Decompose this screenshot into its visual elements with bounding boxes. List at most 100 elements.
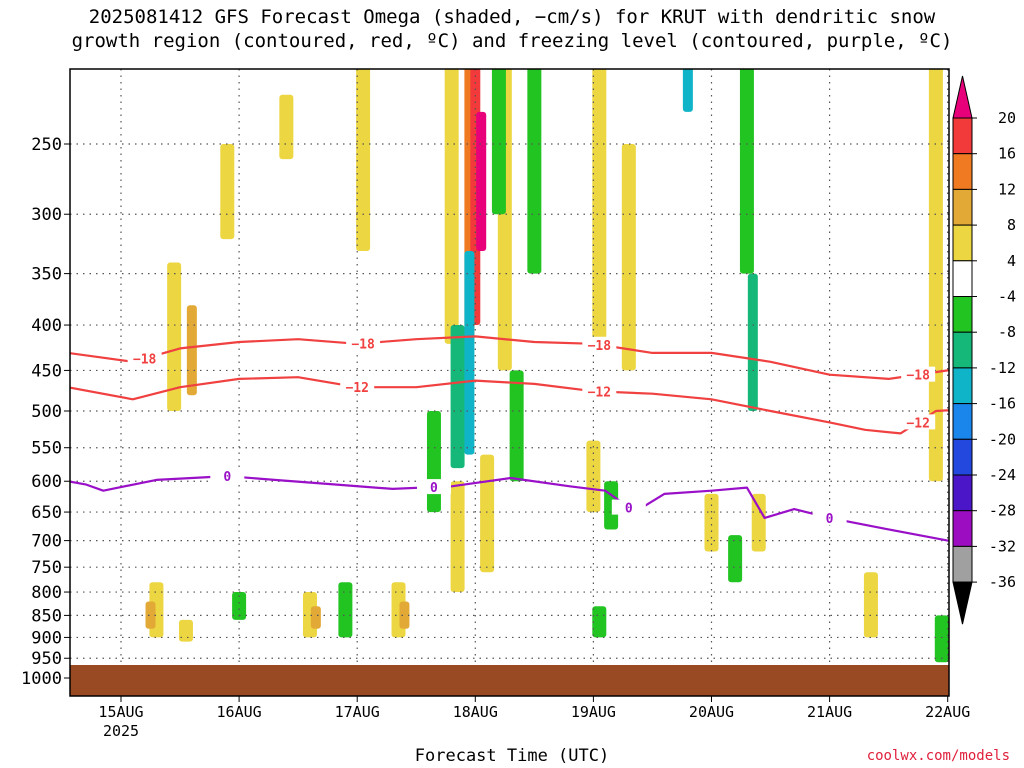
omega-region-24 — [863, 572, 878, 638]
omega-region-28 — [996, 58, 1006, 274]
omega-region-15 — [476, 111, 487, 251]
contour-label-bg-0-1 — [346, 335, 381, 351]
x-tick-label-17AUG: 17AUG — [335, 703, 380, 721]
y-tick-label-750: 750 — [31, 558, 62, 578]
omega-region-29 — [232, 592, 247, 620]
omega-region-42 — [934, 615, 949, 663]
contour-label-0-3: −18 — [906, 369, 930, 384]
y-tick-label-700: 700 — [31, 532, 62, 552]
y-tick-label-450: 450 — [31, 361, 62, 381]
contour-label-bg-0-2 — [582, 336, 617, 352]
y-tick-label-900: 900 — [31, 628, 62, 648]
y-tick-label-950: 950 — [31, 649, 62, 669]
omega-region-30 — [338, 582, 353, 638]
x-tick-label-15AUG: 15AUG — [98, 703, 143, 721]
x-tick-label-19AUG: 19AUG — [571, 703, 616, 721]
contour-label-0-0: −18 — [133, 352, 157, 367]
y-tick-label-400: 400 — [31, 316, 62, 336]
omega-region-40 — [747, 273, 758, 411]
colorbar-label-12: -32 — [989, 537, 1016, 555]
contour-label-bg-0-3 — [901, 366, 936, 382]
omega-region-3 — [145, 601, 156, 629]
x-tick-label-22AUG: 22AUG — [925, 703, 970, 721]
omega-region-31 — [426, 411, 441, 513]
colorbar-bottom-arrow — [952, 581, 973, 625]
omega-region-4 — [178, 619, 193, 642]
omega-region-17 — [450, 481, 465, 593]
colorbar-label-11: -28 — [989, 502, 1016, 520]
colorbar-segment-11 — [952, 474, 973, 512]
contour-label-2-1: 0 — [430, 481, 438, 496]
colorbar-label-1: 16 — [998, 145, 1016, 163]
y-tick-label-650: 650 — [31, 503, 62, 523]
colorbar-segment-9 — [952, 403, 973, 440]
colorbar: 20 16 12 8 4 -4 -8 -12 -16 -20 -24 -28 -32 -36 — [952, 75, 1016, 625]
colorbar-segment-1 — [952, 117, 973, 155]
omega-region-8 — [310, 606, 321, 629]
colorbar-label-4: 4 — [1007, 252, 1016, 270]
colorbar-label-10: -24 — [989, 466, 1016, 484]
y-tick-label-250: 250 — [31, 135, 62, 155]
contour-label-0-2: −18 — [588, 339, 612, 354]
y-tick-label-300: 300 — [31, 205, 62, 225]
colorbar-segment-6 — [952, 296, 973, 333]
y-tick-label-1000: 1000 — [21, 669, 62, 689]
x-tick-label-20AUG: 20AUG — [689, 703, 734, 721]
chart-title-line2: growth region (contoured, red, ºC) and f… — [71, 30, 953, 52]
chart-title-line1: 2025081412 GFS Forecast Omega (shaded, −… — [88, 6, 936, 28]
omega-region-34 — [509, 370, 524, 482]
ground-surface — [70, 665, 949, 696]
contour-label-bg-1-1 — [582, 383, 617, 399]
colorbar-segment-4 — [952, 224, 973, 262]
y-tick-label-600: 600 — [31, 472, 62, 492]
x-axis: 15AUG 16AUG 17AUG 18AUG 19AUG 20AUG 21AUG 22AUG… — [98, 696, 970, 740]
contour-label-0-1: −18 — [351, 337, 375, 352]
colorbar-label-5: -4 — [998, 288, 1016, 306]
contour-label-bg-1-0 — [340, 379, 375, 395]
contour-line-1 — [70, 376, 949, 435]
omega-region-6 — [279, 94, 294, 160]
colorbar-segment-7 — [952, 331, 973, 369]
omega-region-11 — [399, 601, 410, 629]
omega-region-41 — [728, 535, 743, 583]
omega-region-23 — [751, 493, 766, 552]
omega-region-38 — [592, 606, 607, 638]
omega-region-21 — [586, 440, 601, 513]
contour-label-1-2: −12 — [906, 416, 929, 431]
x-tick-label-18AUG: 18AUG — [453, 703, 498, 721]
omega-region-9 — [356, 69, 371, 251]
omega-region-1 — [186, 305, 197, 396]
contour-label-bg-0-0 — [127, 350, 162, 366]
omega-region-19 — [592, 69, 607, 344]
y-tick-label-500: 500 — [31, 402, 62, 422]
colorbar-segment-12 — [952, 510, 973, 547]
colorbar-segment-2 — [952, 153, 973, 190]
omega-shading-layer — [145, 58, 1006, 663]
contour-label-bg-2-0 — [210, 468, 245, 484]
x-tick-label-21AUG: 21AUG — [807, 703, 852, 721]
omega-region-12 — [444, 69, 459, 344]
contour-layer: −18 −18 −18 −18 −12 −12 −12 0 0 0 0 — [70, 335, 949, 542]
colorbar-label-6: -8 — [998, 323, 1016, 341]
credit-link[interactable]: coolwx.com/models — [866, 748, 1010, 764]
colorbar-segment-10 — [952, 438, 973, 476]
contour-line-0 — [70, 335, 949, 380]
contour-label-bg-2-2 — [611, 499, 646, 515]
colorbar-segment-13 — [952, 545, 973, 583]
colorbar-top-arrow — [952, 75, 973, 119]
contour-label-2-2: 0 — [625, 502, 633, 517]
y-tick-label-550: 550 — [31, 439, 62, 459]
contour-label-bg-2-1 — [416, 479, 451, 495]
contour-label-bg-2-3 — [812, 509, 847, 525]
omega-region-39 — [739, 69, 754, 274]
colorbar-segment-8 — [952, 367, 973, 405]
omega-region-33 — [527, 69, 542, 274]
contour-label-1-1: −12 — [588, 385, 611, 400]
y-tick-label-800: 800 — [31, 583, 62, 603]
x-tick-label-16AUG: 16AUG — [217, 703, 262, 721]
omega-region-18 — [480, 454, 495, 573]
contour-line-2 — [70, 475, 949, 542]
colorbar-label-0: 20 — [998, 109, 1016, 127]
y-tick-label-850: 850 — [31, 606, 62, 626]
